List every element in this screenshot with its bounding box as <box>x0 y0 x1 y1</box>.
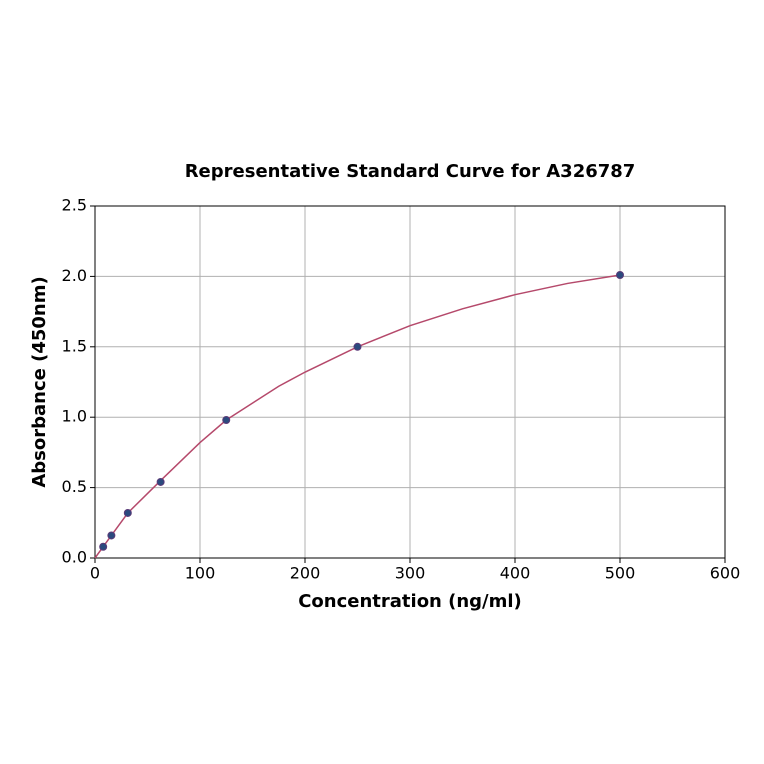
y-tick-label: 2.0 <box>62 266 87 285</box>
x-axis-label: Concentration (ng/ml) <box>298 591 522 612</box>
y-tick-label: 1.5 <box>62 336 87 355</box>
x-tick-label: 200 <box>290 564 321 583</box>
data-point <box>353 342 362 351</box>
x-tick-label: 500 <box>605 564 636 583</box>
chart-title: Representative Standard Curve for A32678… <box>185 161 636 182</box>
x-tick-label: 100 <box>185 564 216 583</box>
x-tick-label: 400 <box>500 564 531 583</box>
y-tick-label: 1.0 <box>62 407 87 426</box>
y-axis-label: Absorbance (450nm) <box>29 276 50 487</box>
x-tick-label: 300 <box>395 564 426 583</box>
data-point <box>107 531 116 540</box>
plot-frame <box>94 205 726 559</box>
y-tick-label: 0.0 <box>62 548 87 567</box>
data-point <box>222 416 231 425</box>
fit-curve <box>94 274 621 559</box>
x-tick-label: 0 <box>90 564 100 583</box>
y-tick-label: 2.5 <box>62 196 87 215</box>
data-point <box>156 477 165 486</box>
data-point <box>123 508 132 517</box>
data-point <box>99 542 108 551</box>
x-tick-label: 600 <box>710 564 741 583</box>
data-point <box>616 270 624 279</box>
y-tick-label: 0.5 <box>62 477 87 496</box>
